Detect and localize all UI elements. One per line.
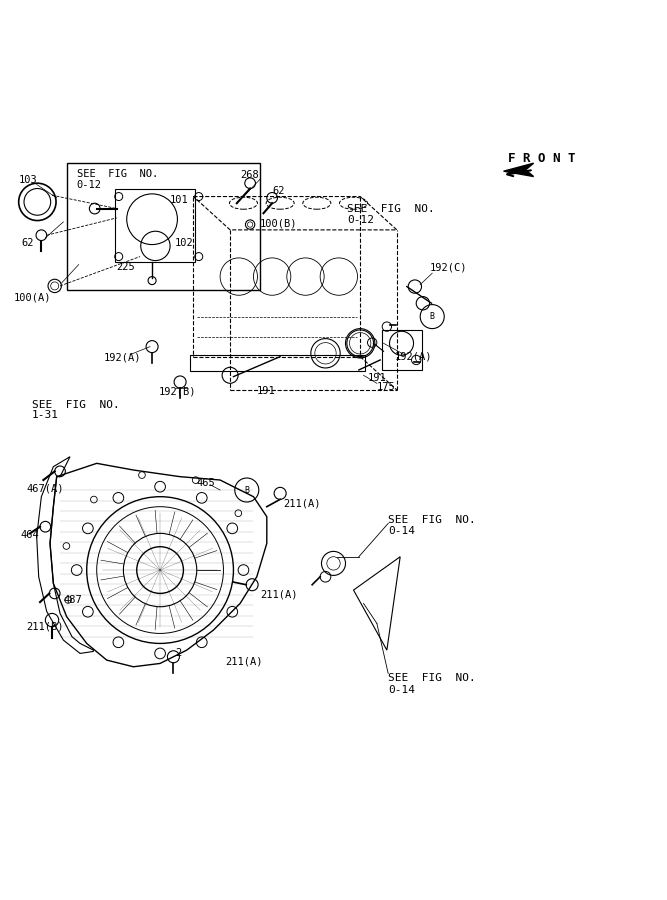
- Text: 487: 487: [63, 595, 82, 605]
- Polygon shape: [504, 163, 534, 176]
- Text: 465: 465: [197, 479, 215, 489]
- Text: 103: 103: [19, 175, 37, 184]
- Text: 0-12: 0-12: [347, 215, 374, 225]
- Text: 192(A): 192(A): [395, 352, 432, 362]
- Text: 0-14: 0-14: [388, 685, 415, 695]
- Bar: [67, 163, 260, 290]
- Text: 211(B): 211(B): [27, 622, 64, 632]
- Text: 467(A): 467(A): [27, 483, 64, 493]
- Text: SEE  FIG  NO.: SEE FIG NO.: [347, 203, 435, 213]
- Text: 192(B): 192(B): [159, 387, 196, 397]
- Text: SEE  FIG  NO.: SEE FIG NO.: [388, 515, 476, 525]
- Text: SEE  FIG  NO.: SEE FIG NO.: [32, 400, 120, 410]
- Text: 1-31: 1-31: [32, 410, 59, 420]
- Text: SEE  FIG  NO.: SEE FIG NO.: [388, 673, 476, 683]
- Text: 192(A): 192(A): [103, 353, 141, 363]
- Text: 62: 62: [22, 238, 34, 248]
- Text: 102: 102: [175, 238, 193, 248]
- Text: 464: 464: [20, 530, 39, 540]
- Text: 191: 191: [368, 373, 387, 383]
- Text: 62: 62: [272, 186, 285, 196]
- Text: 268: 268: [240, 170, 259, 180]
- Text: 2: 2: [175, 648, 181, 659]
- Bar: [190, 355, 365, 372]
- Text: 0-14: 0-14: [388, 526, 415, 536]
- Text: 192(C): 192(C): [430, 263, 468, 273]
- Bar: [115, 188, 195, 262]
- Text: 175: 175: [377, 382, 396, 392]
- Bar: [382, 330, 422, 370]
- Text: 100(A): 100(A): [13, 292, 51, 303]
- Text: B: B: [430, 312, 435, 321]
- Text: 211(A): 211(A): [283, 499, 321, 508]
- Text: 211(A): 211(A): [225, 656, 263, 666]
- Text: 0-12: 0-12: [77, 179, 101, 190]
- Text: 211(A): 211(A): [260, 590, 297, 599]
- Text: SEE  FIG  NO.: SEE FIG NO.: [77, 169, 158, 179]
- Text: 191: 191: [257, 386, 275, 396]
- Text: B: B: [244, 485, 249, 494]
- Text: 100(B): 100(B): [260, 218, 297, 229]
- Text: 225: 225: [117, 262, 135, 272]
- Text: 101: 101: [170, 195, 189, 205]
- Text: F R O N T: F R O N T: [508, 152, 576, 165]
